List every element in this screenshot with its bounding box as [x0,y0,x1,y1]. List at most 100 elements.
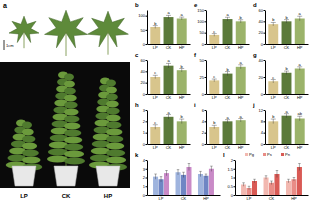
chart: g02040LPCKHPcba [253,52,309,100]
y-tick-mark [205,121,207,122]
y-axis-line [206,11,207,45]
x-tick-label: HP [179,145,185,150]
x-tick-label: LP [153,145,158,150]
bar [264,178,269,196]
x-tick: LP [212,44,217,50]
x-tick-label: CK [225,45,231,50]
y-tick-label: 3 [143,167,146,172]
error-bar [273,80,274,83]
error-cap [248,186,251,187]
annotations: cab [154,110,183,125]
y-tick: 0 [143,92,147,97]
plant-foliage [64,116,80,123]
bar [236,67,246,94]
error-cap [154,174,157,175]
y-tick-label: 1 [143,130,146,135]
y-tick-label: 0 [143,42,146,47]
x-tick-label: CK [166,95,172,100]
plant-foliage [64,123,80,130]
x-tick: HP [297,44,303,50]
error-bar [181,119,182,124]
y-tick: 25 [200,75,206,80]
plant-background [0,62,130,188]
x-tick-label: HP [297,95,303,100]
error-bar [211,166,212,171]
x-axis: LPCKHP [266,94,309,100]
error-cap [188,163,191,164]
y-tick: 100 [138,13,147,18]
bar [150,27,160,44]
y-tick-label: 1.5 [227,167,233,172]
plant-foliage [22,136,35,143]
y-tick: 1.5 [227,167,235,172]
scale-bar-label: 1cm [6,43,14,48]
bar [291,179,296,195]
x-axis: LPCKHP [148,44,191,50]
bar [164,66,174,94]
y-tick-mark [264,10,266,11]
y-tick-mark [146,83,148,84]
y-tick-label: 0.5 [227,184,233,189]
y-axis-line [265,11,266,45]
bar [295,19,305,45]
y-tick-label: 0 [231,193,234,198]
x-tick-label: HP [203,196,209,201]
group-label: HP [104,193,112,199]
error-cap [210,166,213,167]
x-tick: LP [271,44,276,50]
bar [209,127,219,144]
plant-foliage [64,144,83,151]
annotations: cab [154,58,183,75]
legend-label: Pg [249,152,254,157]
y-axis-line [206,111,207,145]
y-tick-label: 40 [259,58,264,63]
error-bar [161,177,162,182]
y-tick-mark [234,186,236,187]
error-bar [181,69,182,72]
significance-label: a [226,115,229,120]
y-tick-mark [146,71,148,72]
y-tick-label: 0 [202,42,205,47]
y-axis-line [147,111,148,145]
y-tick: 2 [202,130,206,135]
error-bar [155,125,156,130]
error-bar [240,119,241,122]
y-tick: 100 [197,19,206,24]
x-tick: HP [179,44,185,50]
y-tick-label: 100 [138,13,145,18]
y-tick-mark [146,133,148,134]
y-tick-label: 150 [197,8,204,13]
y-tick-mark [146,44,148,45]
bar [282,73,292,94]
y-tick-mark [234,169,236,170]
error-cap [160,176,163,177]
error-cap [177,169,180,170]
chart: j04812LPCKHPbaab [252,102,309,150]
error-bar [188,164,189,171]
y-tick-label: 4 [202,119,205,124]
x-tick: LP [212,144,217,150]
x-tick-label: HP [291,196,297,201]
x-tick: CK [225,44,231,50]
y-tick-label: 2 [143,175,146,180]
bar [223,121,233,144]
error-bar [288,179,289,183]
panel-label: b [135,2,139,8]
error-bar [293,178,294,182]
y-tick-mark [205,77,207,78]
y-tick-mark [264,133,266,134]
significance-label: b [285,15,288,20]
annotations: cba [213,60,242,79]
significance-label: b [213,120,216,125]
x-tick-label: LP [212,95,217,100]
y-axis-line [265,111,266,145]
error-bar [181,17,182,20]
y-axis-line [206,61,207,95]
group-label: LP [20,193,28,199]
y-tick-mark [205,60,207,61]
y-tick-mark [146,186,148,187]
y-tick-mark [146,110,148,111]
plot-area [150,115,186,144]
significance-label: a [240,114,243,119]
y-axis: 02550 [200,58,207,97]
